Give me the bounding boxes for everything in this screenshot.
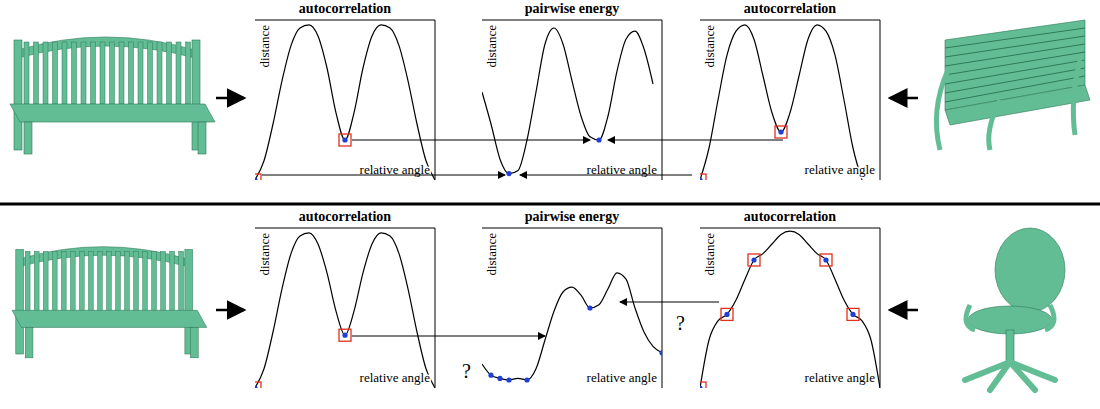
html-text:autocorrelation: autocorrelation (298, 209, 392, 224)
svg-text:?: ? (462, 360, 471, 382)
svg-text:distance: distance (257, 25, 272, 68)
svg-text:distance: distance (257, 233, 272, 276)
svg-text:relative angle: relative angle (587, 370, 658, 385)
html-text:pairwise energy: pairwise energy (524, 209, 620, 224)
svg-text:distance: distance (702, 25, 717, 68)
html-text:autocorrelation: autocorrelation (298, 1, 392, 16)
svg-text:relative angle: relative angle (805, 162, 876, 177)
svg-text:relative angle: relative angle (805, 370, 876, 385)
html-text:autocorrelation: autocorrelation (743, 1, 837, 16)
svg-text:relative angle: relative angle (360, 162, 431, 177)
html-text:autocorrelation: autocorrelation (743, 209, 837, 224)
svg-text:relative angle: relative angle (360, 370, 431, 385)
svg-text:distance: distance (484, 233, 499, 276)
svg-text:relative angle: relative angle (587, 162, 658, 177)
svg-text:?: ? (676, 312, 685, 334)
svg-text:distance: distance (484, 25, 499, 68)
html-text:pairwise energy: pairwise energy (524, 1, 620, 16)
svg-text:distance: distance (702, 233, 717, 276)
